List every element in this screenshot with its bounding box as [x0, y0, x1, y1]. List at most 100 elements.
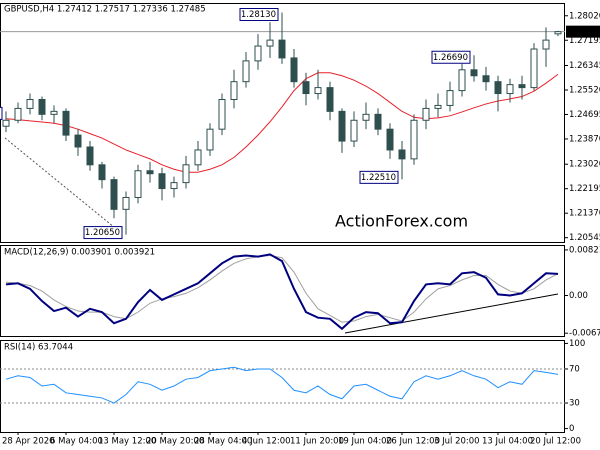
x-tick-label: 6 May 04:00 [50, 437, 103, 447]
y-tick-label: 1.24695 [569, 110, 600, 120]
price-label: 1.22510 [361, 173, 396, 183]
trend-line [4, 137, 121, 233]
y-tick-label: 0 [569, 424, 574, 434]
candle-body [230, 81, 238, 100]
candle-body [458, 69, 466, 92]
panel-frame [0, 245, 565, 337]
candle-body [542, 39, 550, 50]
candle-body [146, 170, 154, 175]
panel-frame [0, 340, 565, 433]
x-tick-label: 26 Jun 12:00 [386, 437, 440, 447]
indicator-line [5, 255, 559, 323]
candle-body [158, 173, 166, 190]
candle-body [530, 48, 538, 89]
candle-body [2, 119, 10, 127]
y-tick-label: 1.27195 [569, 36, 600, 46]
candle-body [554, 31, 562, 35]
candle-body [254, 45, 262, 62]
candle-body [278, 39, 286, 59]
candle-body [74, 134, 82, 148]
price-label-box [431, 50, 471, 64]
candle-body [14, 107, 22, 121]
candle-body [170, 182, 178, 190]
last-price-box [566, 25, 600, 38]
y-tick-label: 30 [569, 399, 580, 409]
candle-body [326, 87, 334, 112]
candle-body [398, 149, 406, 160]
y-tick-label: 1.21370 [569, 209, 600, 219]
y-tick-label: 70 [569, 364, 580, 374]
candle-body [110, 179, 118, 210]
watermark: ActionForex.com [335, 212, 468, 231]
candle-body [218, 98, 226, 130]
candle-body [302, 81, 310, 95]
price-label: 1.28130 [241, 10, 276, 20]
candle-body [338, 110, 346, 142]
candle-body [494, 81, 502, 95]
price-label-box [0, 106, 3, 120]
candle-body [434, 104, 442, 109]
candle-body [242, 60, 250, 83]
candle-body [62, 110, 70, 136]
x-tick-label: 3 Jul 20:00 [434, 437, 480, 447]
candle-body [206, 128, 214, 151]
indicator-line [5, 366, 559, 404]
x-tick-label: 20 Jul 12:00 [530, 437, 581, 447]
y-tick-label: 0.008213 [569, 245, 600, 255]
price-label-box [83, 226, 123, 240]
candle-body [362, 113, 370, 121]
candle-body [410, 119, 418, 160]
candle-body [482, 75, 490, 83]
candle-body [26, 98, 34, 109]
price-label: 1.26690 [433, 53, 468, 63]
price-label-box [239, 8, 279, 22]
x-tick-label: 11 Jun 20:00 [290, 437, 344, 447]
candle-body [38, 98, 46, 115]
indicator-line [5, 253, 559, 331]
candle-body [374, 113, 382, 130]
candle-body [314, 87, 322, 95]
candle-body [290, 57, 298, 83]
candle-body [446, 90, 454, 106]
x-tick-label: 20 May 20:00 [146, 437, 204, 447]
panel-title: GBPUSD,H4 1.27412 1.27517 1.27336 1.2748… [4, 5, 206, 15]
panel-title: MACD(12,26,9) 0.003901 0.003921 [4, 248, 155, 258]
x-tick-label: 13 Jul 04:00 [482, 437, 533, 447]
y-tick-label: 1.20545 [569, 233, 600, 243]
y-tick-label: 100 [569, 339, 585, 349]
panel-title: RSI(14) 63.7044 [4, 343, 73, 353]
candle-body [350, 119, 358, 142]
y-tick-label: 1.23870 [569, 134, 600, 144]
x-tick-label: 28 May 04:00 [194, 437, 252, 447]
candle-body [50, 110, 58, 115]
y-tick-label: -0.006796 [569, 329, 600, 339]
y-tick-label: 0.00 [569, 291, 588, 301]
y-tick-label: 1.26345 [569, 61, 600, 71]
candle-body [422, 107, 430, 121]
candle-body [182, 164, 190, 184]
macd-trend-line [344, 293, 559, 334]
candle-body [134, 170, 142, 198]
candle-body [194, 149, 202, 166]
candle-body [506, 84, 514, 95]
x-tick-label: 28 Apr 2020 [2, 437, 55, 447]
x-tick-label: 19 Jun 04:00 [338, 437, 392, 447]
candle-body [518, 84, 526, 89]
candle-body [470, 69, 478, 77]
last-price-label: 1.27485 [568, 27, 600, 37]
candle-body [86, 146, 94, 166]
x-tick-label: 13 May 12:00 [98, 437, 156, 447]
x-tick-label: 4 Jun 12:00 [242, 437, 291, 447]
y-tick-label: 1.23020 [569, 160, 600, 170]
panel-frame [0, 3, 565, 243]
candle-body [266, 39, 274, 47]
candle-body [98, 164, 106, 181]
candle-body [386, 128, 394, 151]
candle-body [122, 196, 130, 210]
moving-average [5, 72, 559, 173]
y-tick-label: 1.28020 [569, 11, 600, 21]
price-label: 1.20650 [85, 228, 120, 238]
y-tick-label: 1.22195 [569, 184, 600, 194]
